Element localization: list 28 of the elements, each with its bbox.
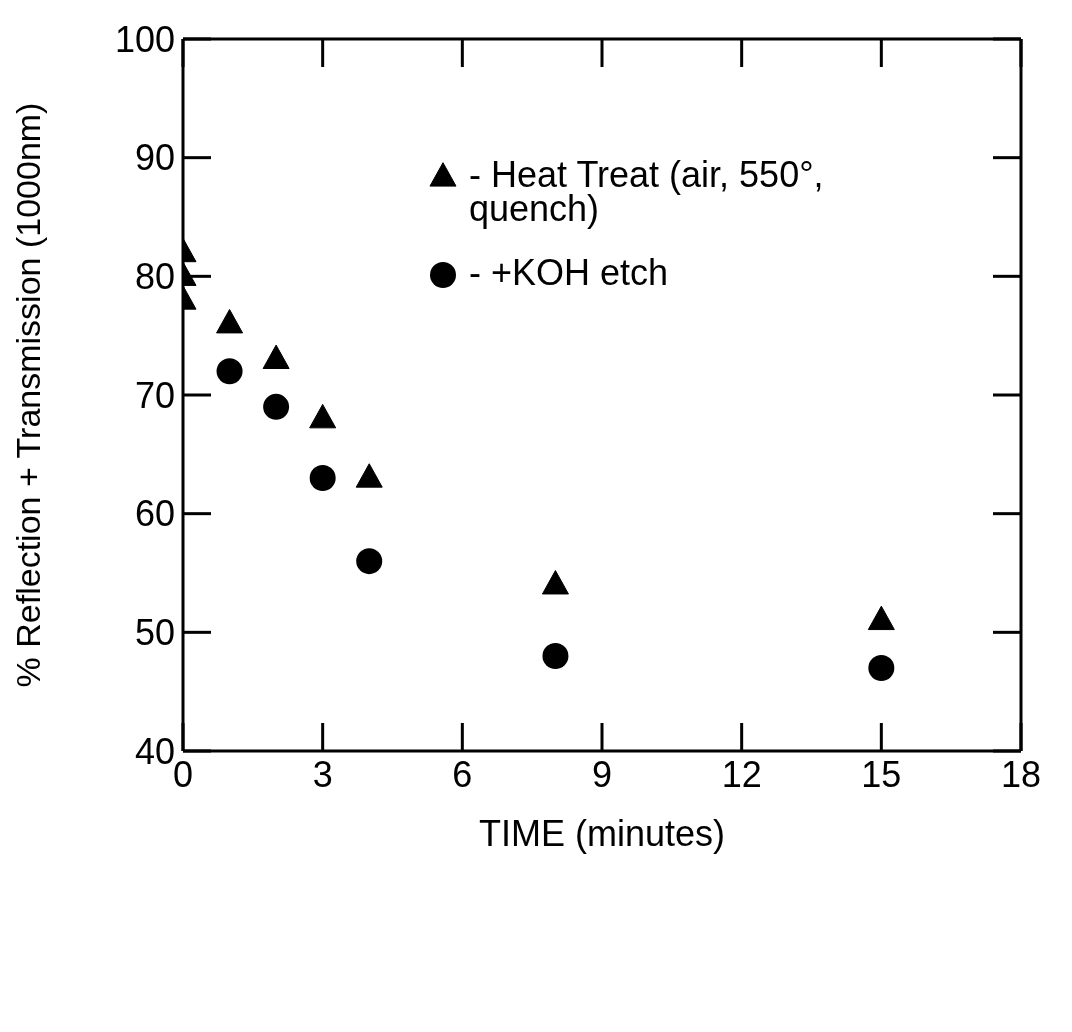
- x-tick-label: 18: [1000, 754, 1042, 796]
- y-tick-label: 80: [134, 255, 175, 297]
- x-tick-label: 9: [591, 754, 613, 796]
- x-axis-title: TIME (minutes): [478, 813, 726, 854]
- x-tick-label: 6: [452, 754, 473, 796]
- point: [356, 548, 383, 575]
- x-tick-label: 15: [861, 754, 902, 796]
- point: [309, 403, 337, 429]
- y-axis-title: % Reflection + Transmission (1000nm): [9, 102, 48, 688]
- y-tick-label: 100: [114, 18, 175, 60]
- y-tick-label: 60: [134, 493, 175, 535]
- y-tick-label: 70: [134, 374, 175, 416]
- point: [263, 393, 290, 420]
- point: [542, 643, 569, 670]
- point: [216, 309, 244, 334]
- x-tick-label: 3: [312, 754, 333, 796]
- y-tick-label: 50: [134, 611, 175, 653]
- legend-label: - +KOH etch: [469, 252, 670, 293]
- point: [309, 465, 336, 492]
- point: [355, 463, 383, 488]
- point: [867, 605, 895, 631]
- point: [262, 344, 290, 369]
- y-tick-label: 90: [134, 137, 175, 179]
- point: [868, 654, 895, 681]
- x-tick-label: 12: [721, 754, 762, 796]
- y-tick-label: 40: [134, 730, 175, 772]
- legend-label: - Heat Treat (air, 550°, quench): [469, 154, 825, 229]
- point: [541, 570, 569, 595]
